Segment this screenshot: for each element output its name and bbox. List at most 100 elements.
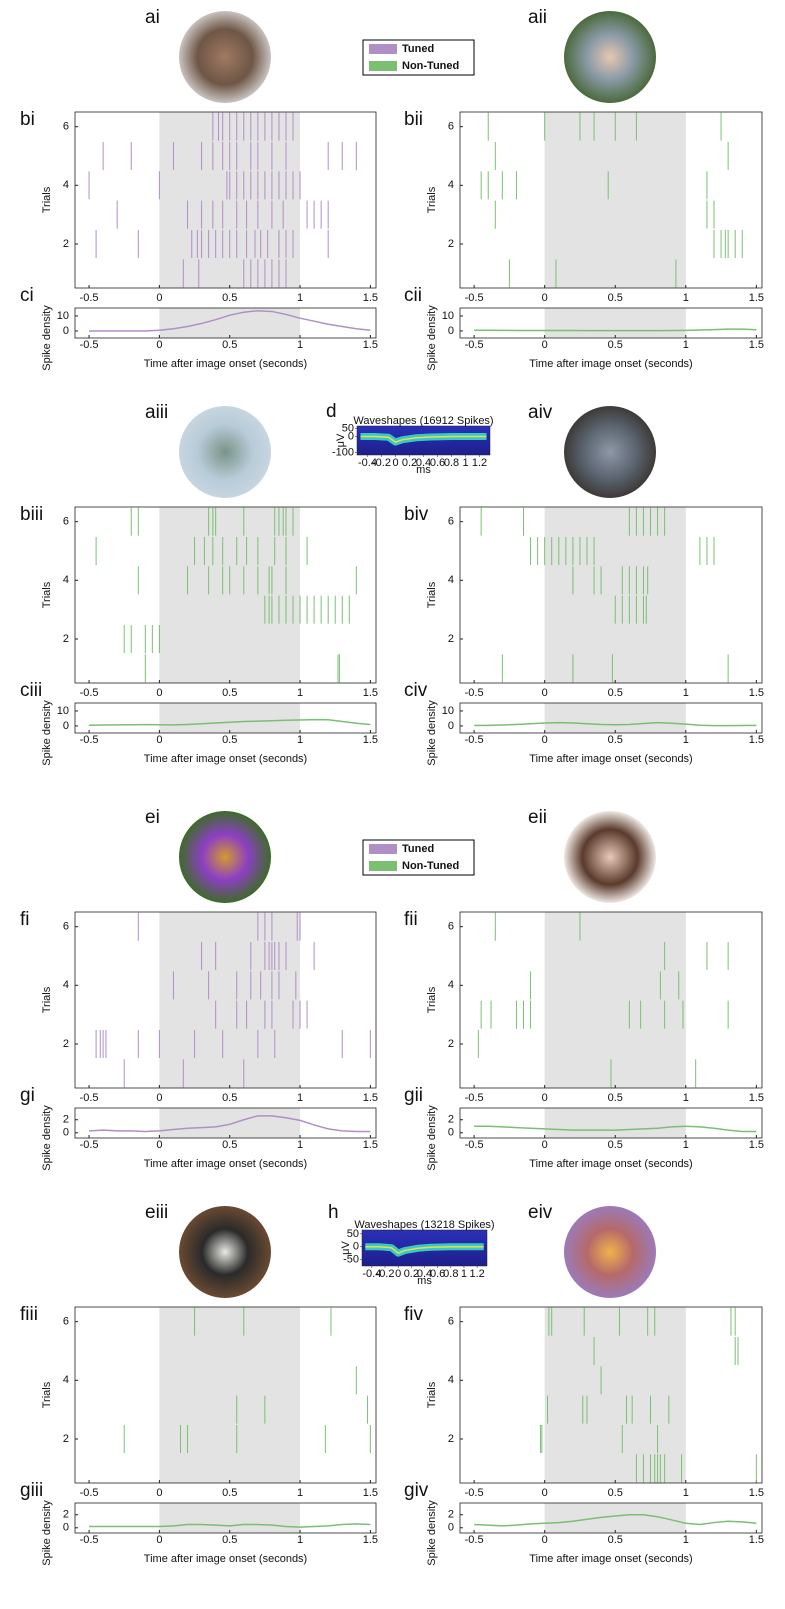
y-tick-label: 0 [448, 325, 454, 337]
x-tick-label: 0.4 [416, 457, 431, 469]
waveform-mean [360, 435, 487, 443]
y-axis-label: μV [335, 433, 347, 447]
x-tick-label: 0.5 [222, 687, 237, 699]
y-tick-label: 2 [63, 1114, 69, 1126]
panel-label: giv [404, 1480, 429, 1501]
x-tick-label: 0.2 [402, 457, 417, 469]
legend-swatch [369, 861, 397, 871]
y-tick-label: 6 [448, 516, 454, 528]
x-tick-label: 0.4 [417, 1268, 432, 1280]
stimulus-image [564, 406, 656, 498]
x-tick-label: -0.5 [80, 1139, 99, 1151]
x-axis-label: ms [416, 464, 431, 476]
y-axis-label: Trials [41, 186, 53, 213]
density-line [89, 1115, 371, 1133]
x-tick-label: 0 [156, 1139, 162, 1151]
x-tick-label: 1.5 [363, 687, 378, 699]
y-axis-label: Trials [426, 986, 438, 1013]
y-tick-label: 4 [448, 1374, 454, 1386]
x-tick-label: 0.5 [608, 292, 623, 304]
x-tick-label: 1 [297, 292, 303, 304]
y-tick-label: -100 [332, 446, 354, 458]
plot-frame [459, 702, 763, 734]
image-label: eiii [145, 1202, 168, 1223]
x-tick-label: 0 [542, 1534, 548, 1546]
y-tick-label: 0 [63, 325, 69, 337]
y-tick-label: 0 [448, 1522, 454, 1534]
x-tick-label: 1.5 [749, 1487, 764, 1499]
x-tick-label: 0.8 [443, 1268, 458, 1280]
panel-label: fiv [404, 1304, 424, 1325]
x-tick-label: 0 [542, 1092, 548, 1104]
x-tick-label: -0.5 [80, 734, 99, 746]
x-tick-label: -0.5 [465, 687, 484, 699]
y-tick-label: 10 [442, 705, 454, 717]
x-tick-label: 1.5 [363, 339, 378, 351]
x-tick-label: 0.2 [404, 1268, 419, 1280]
y-axis-label: Trials [426, 581, 438, 608]
x-tick-label: 0.8 [444, 457, 459, 469]
y-tick-label: 2 [63, 238, 69, 250]
panel-label: cii [404, 285, 422, 306]
image-label: ei [145, 807, 160, 828]
y-tick-label: 50 [342, 422, 354, 434]
y-tick-label: 6 [63, 516, 69, 528]
x-tick-label: 1 [683, 339, 689, 351]
plot-frame [459, 911, 763, 1089]
x-tick-label: 0.5 [222, 339, 237, 351]
x-tick-label: 1 [297, 1534, 303, 1546]
x-tick-label: 1 [683, 292, 689, 304]
waveform-title: Waveshapes (13218 Spikes) [354, 1219, 494, 1231]
x-tick-label: 0 [542, 1487, 548, 1499]
y-tick-label: 6 [448, 921, 454, 933]
y-tick-label: 10 [57, 705, 69, 717]
x-tick-label: 1.5 [749, 734, 764, 746]
legend-swatch [369, 61, 397, 71]
x-tick-label: 0.5 [608, 339, 623, 351]
x-tick-label: 0.5 [222, 292, 237, 304]
x-tick-label: -0.5 [80, 687, 99, 699]
image-label: aiv [528, 402, 553, 423]
plot-frame [74, 1306, 377, 1484]
y-tick-label: 2 [448, 1433, 454, 1445]
y-tick-label: 4 [448, 179, 454, 191]
x-tick-label: 1.5 [363, 1139, 378, 1151]
legend-label: Non-Tuned [402, 60, 459, 72]
x-tick-label: 1.5 [749, 687, 764, 699]
y-tick-label: 0 [448, 1127, 454, 1139]
y-tick-label: 0 [448, 720, 454, 732]
y-tick-label: 10 [57, 310, 69, 322]
x-tick-label: 1.5 [363, 1487, 378, 1499]
x-tick-label: 1 [297, 1092, 303, 1104]
stimulus-shade [544, 703, 686, 733]
x-tick-label: 0 [156, 339, 162, 351]
legend-label: Tuned [402, 43, 434, 55]
plot-frame [74, 911, 377, 1089]
legend-swatch [369, 44, 397, 54]
x-tick-label: 1 [297, 687, 303, 699]
waveform-title: Waveshapes (16912 Spikes) [353, 415, 493, 427]
x-tick-label: -0.5 [465, 1092, 484, 1104]
x-tick-label: 0 [156, 1092, 162, 1104]
panel-label: ciii [20, 680, 42, 701]
y-tick-label: 2 [63, 633, 69, 645]
x-tick-label: 0.5 [222, 1139, 237, 1151]
y-tick-label: 2 [448, 1038, 454, 1050]
x-tick-label: 1 [683, 734, 689, 746]
image-label: eii [528, 807, 547, 828]
x-tick-label: 1 [297, 339, 303, 351]
panel-label: ci [20, 285, 34, 306]
y-tick-label: 2 [63, 1038, 69, 1050]
x-tick-label: 1.2 [469, 1268, 484, 1280]
x-tick-label: -0.5 [465, 292, 484, 304]
x-tick-label: 1 [297, 734, 303, 746]
x-tick-label: 1.5 [749, 292, 764, 304]
plot-frame [74, 702, 377, 734]
x-tick-label: 1.5 [749, 339, 764, 351]
stimulus-shade [159, 1108, 301, 1138]
x-tick-label: 1 [297, 1487, 303, 1499]
plot-frame [459, 307, 763, 339]
x-axis-label: Time after image onset (seconds) [144, 358, 307, 370]
panel-label: fiii [20, 1304, 38, 1325]
y-tick-label: 4 [448, 574, 454, 586]
